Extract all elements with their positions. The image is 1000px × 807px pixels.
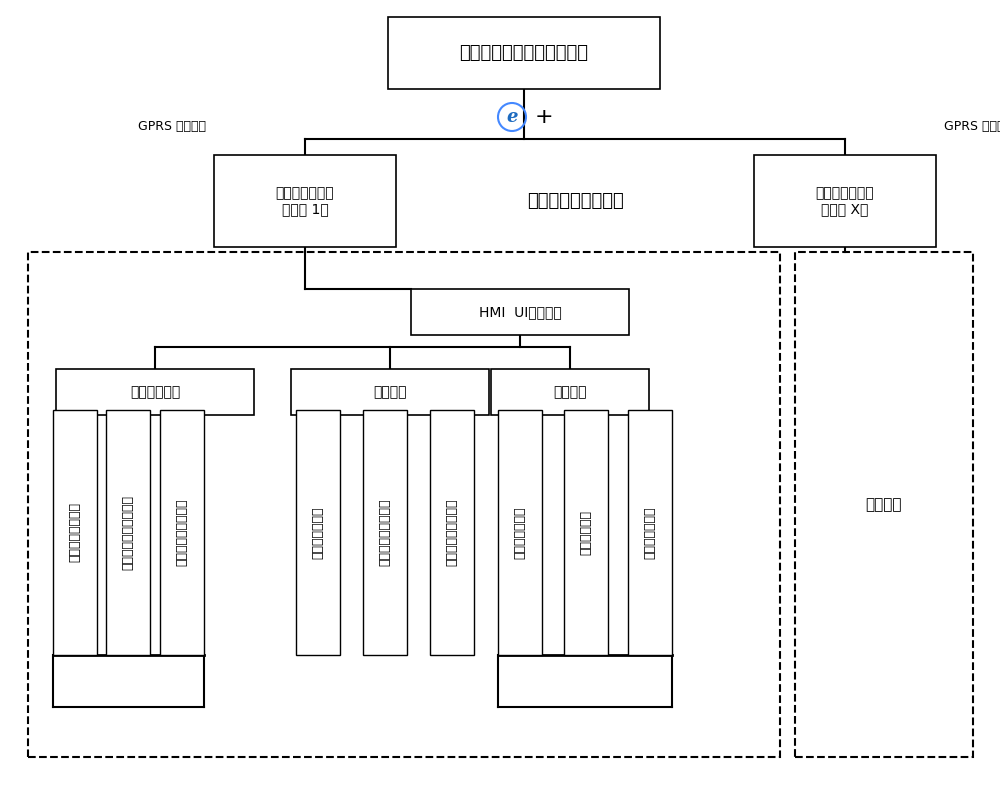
Text: 上层能效管控智慧供暖系统: 上层能效管控智慧供暖系统 bbox=[460, 44, 588, 62]
Text: GPRS 无线传输: GPRS 无线传输 bbox=[944, 120, 1000, 133]
Text: 温度超温、短路保护: 温度超温、短路保护 bbox=[378, 499, 392, 567]
Bar bbox=[754, 155, 936, 247]
Bar bbox=[214, 155, 396, 247]
Bar bbox=[795, 252, 973, 757]
Bar bbox=[363, 410, 407, 655]
Text: 温度、转速、流量监测: 温度、转速、流量监测 bbox=[122, 495, 134, 570]
Text: 外界温度、环境监测: 外界温度、环境监测 bbox=[176, 499, 188, 567]
Bar bbox=[160, 410, 204, 655]
Text: 数据采集系统: 数据采集系统 bbox=[130, 385, 180, 399]
Text: 电能、水能耗监测: 电能、水能耗监测 bbox=[68, 503, 82, 562]
Text: 变频风机速度: 变频风机速度 bbox=[580, 510, 592, 555]
Bar bbox=[430, 410, 474, 655]
Bar bbox=[106, 410, 150, 655]
Text: 循环水泵、阀门: 循环水泵、阀门 bbox=[644, 506, 656, 558]
Text: 漏电、超低液位报警: 漏电、超低液位报警 bbox=[446, 499, 458, 567]
Text: 保护系统: 保护系统 bbox=[373, 385, 407, 399]
Bar bbox=[491, 369, 649, 415]
Bar bbox=[28, 252, 780, 757]
Bar bbox=[56, 369, 254, 415]
Text: e: e bbox=[506, 108, 518, 126]
Bar bbox=[498, 410, 542, 655]
Bar bbox=[564, 410, 608, 655]
Text: 加热丝分组投切: 加热丝分组投切 bbox=[514, 506, 526, 558]
Bar bbox=[291, 369, 489, 415]
Bar bbox=[411, 289, 629, 335]
Text: 执行系统: 执行系统 bbox=[553, 385, 587, 399]
Bar bbox=[296, 410, 340, 655]
Text: +: + bbox=[535, 107, 553, 127]
Text: 本地设备控制柜
（节点 1）: 本地设备控制柜 （节点 1） bbox=[276, 186, 334, 216]
Bar bbox=[388, 17, 660, 89]
Text: ．．．．．．．．．: ．．．．．．．．． bbox=[527, 192, 623, 210]
Text: 本地设备控制柜
（节点 X）: 本地设备控制柜 （节点 X） bbox=[816, 186, 874, 216]
Bar bbox=[53, 410, 97, 655]
Text: HMI  UI人机交互: HMI UI人机交互 bbox=[479, 305, 561, 319]
Bar bbox=[628, 410, 672, 655]
Text: （同上）: （同上） bbox=[866, 497, 902, 512]
Text: 过压、过流保护: 过压、过流保护 bbox=[312, 506, 324, 558]
Text: GPRS 无线传输: GPRS 无线传输 bbox=[138, 120, 206, 133]
